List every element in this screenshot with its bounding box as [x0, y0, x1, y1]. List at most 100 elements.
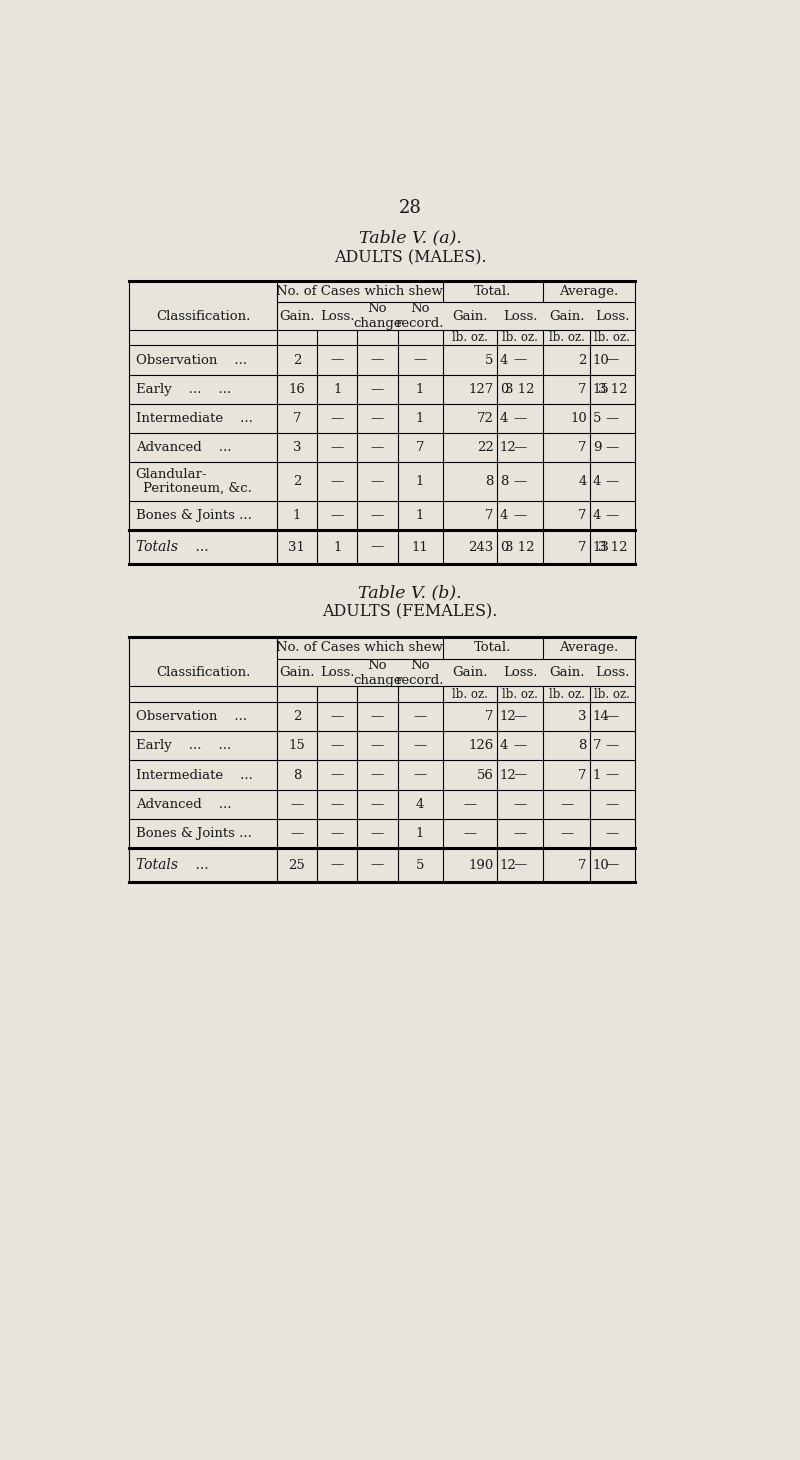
Text: 8: 8 — [293, 768, 301, 781]
Text: 10: 10 — [570, 412, 586, 425]
Text: 0: 0 — [500, 383, 508, 396]
Text: —: — — [371, 510, 384, 523]
Text: 7: 7 — [593, 739, 602, 752]
Text: Total.: Total. — [474, 641, 512, 654]
Text: 28: 28 — [398, 199, 422, 216]
Text: —: — — [514, 353, 526, 366]
Text: 5: 5 — [416, 858, 424, 872]
Text: No. of Cases which shew: No. of Cases which shew — [276, 285, 443, 298]
Text: Gain.: Gain. — [279, 310, 314, 323]
Text: Observation    ...: Observation ... — [136, 353, 246, 366]
Text: 1: 1 — [333, 540, 342, 553]
Text: 8: 8 — [500, 474, 508, 488]
Text: 12: 12 — [500, 441, 517, 454]
Text: 2: 2 — [293, 710, 301, 723]
Text: 5: 5 — [593, 412, 602, 425]
Text: —: — — [606, 768, 619, 781]
Text: —: — — [330, 441, 344, 454]
Text: 4: 4 — [578, 474, 586, 488]
Text: Loss.: Loss. — [502, 310, 538, 323]
Text: —: — — [371, 710, 384, 723]
Text: 190: 190 — [469, 858, 494, 872]
Text: 2: 2 — [578, 353, 586, 366]
Text: 15: 15 — [593, 383, 610, 396]
Text: 1: 1 — [293, 510, 301, 523]
Text: Intermediate    ...: Intermediate ... — [136, 768, 253, 781]
Text: Table V. (b).: Table V. (b). — [358, 585, 462, 602]
Text: Average.: Average. — [559, 641, 618, 654]
Text: 1: 1 — [333, 383, 342, 396]
Text: 12: 12 — [500, 768, 517, 781]
Text: 4: 4 — [416, 797, 424, 810]
Text: 3 12: 3 12 — [506, 540, 534, 553]
Text: —: — — [606, 412, 619, 425]
Text: Early    ...    ...: Early ... ... — [136, 739, 231, 752]
Text: 3 12: 3 12 — [598, 540, 627, 553]
Text: 2: 2 — [293, 353, 301, 366]
Text: 0: 0 — [500, 540, 508, 553]
Text: —: — — [371, 797, 384, 810]
Text: No
record.: No record. — [396, 658, 444, 686]
Text: 7: 7 — [293, 412, 301, 425]
Text: —: — — [514, 826, 526, 839]
Text: 1: 1 — [416, 383, 424, 396]
Text: —: — — [414, 353, 426, 366]
Text: lb. oz.: lb. oz. — [452, 688, 488, 701]
Text: —: — — [414, 768, 426, 781]
Text: —: — — [606, 739, 619, 752]
Text: 3 12: 3 12 — [506, 383, 534, 396]
Text: —: — — [514, 474, 526, 488]
Text: Loss.: Loss. — [595, 666, 630, 679]
Text: 3 12: 3 12 — [598, 383, 627, 396]
Text: 4: 4 — [593, 510, 602, 523]
Text: —: — — [371, 474, 384, 488]
Text: —: — — [330, 858, 344, 872]
Text: Gain.: Gain. — [279, 666, 314, 679]
Text: ADULTS (MALES).: ADULTS (MALES). — [334, 250, 486, 266]
Text: —: — — [290, 797, 303, 810]
Text: —: — — [371, 353, 384, 366]
Text: —: — — [560, 826, 573, 839]
Text: Gain.: Gain. — [549, 310, 584, 323]
Text: 7: 7 — [578, 441, 586, 454]
Text: 56: 56 — [477, 768, 494, 781]
Text: Classification.: Classification. — [156, 310, 250, 323]
Text: Loss.: Loss. — [320, 666, 354, 679]
Text: —: — — [371, 826, 384, 839]
Text: —: — — [606, 858, 619, 872]
Text: 10: 10 — [593, 353, 610, 366]
Text: —: — — [514, 510, 526, 523]
Text: —: — — [514, 441, 526, 454]
Text: —: — — [330, 474, 344, 488]
Text: Peritoneum, &c.: Peritoneum, &c. — [143, 482, 252, 495]
Text: Early    ...    ...: Early ... ... — [136, 383, 231, 396]
Text: —: — — [371, 383, 384, 396]
Text: 5: 5 — [486, 353, 494, 366]
Text: Totals    ...: Totals ... — [136, 858, 208, 872]
Text: 7: 7 — [416, 441, 424, 454]
Text: No
change: No change — [353, 658, 402, 686]
Text: 1: 1 — [416, 510, 424, 523]
Text: 3: 3 — [293, 441, 301, 454]
Text: —: — — [330, 826, 344, 839]
Text: lb. oz.: lb. oz. — [549, 331, 585, 345]
Text: 31: 31 — [289, 540, 306, 553]
Text: 13: 13 — [593, 540, 610, 553]
Text: —: — — [514, 768, 526, 781]
Text: 10: 10 — [593, 858, 610, 872]
Text: —: — — [414, 739, 426, 752]
Text: lb. oz.: lb. oz. — [549, 688, 585, 701]
Text: —: — — [560, 797, 573, 810]
Text: —: — — [330, 739, 344, 752]
Text: lb. oz.: lb. oz. — [594, 331, 630, 345]
Text: 8: 8 — [486, 474, 494, 488]
Text: —: — — [606, 797, 619, 810]
Text: 72: 72 — [477, 412, 494, 425]
Text: —: — — [371, 441, 384, 454]
Text: 9: 9 — [593, 441, 602, 454]
Text: —: — — [290, 826, 303, 839]
Text: 4: 4 — [500, 739, 508, 752]
Text: —: — — [330, 797, 344, 810]
Text: 243: 243 — [469, 540, 494, 553]
Text: 7: 7 — [485, 510, 494, 523]
